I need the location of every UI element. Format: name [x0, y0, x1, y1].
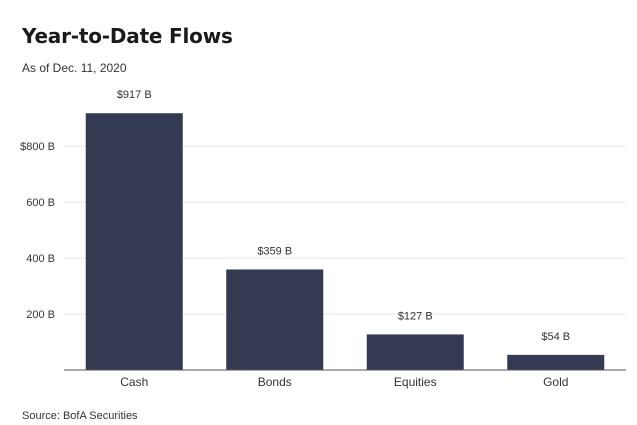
bar-gold — [507, 354, 605, 370]
x-tick-label-equities: Equities — [394, 375, 437, 389]
chart-subtitle: As of Dec. 11, 2020 — [22, 61, 127, 75]
data-label-equities: $127 B — [398, 310, 433, 322]
x-tick-label-bonds: Bonds — [258, 375, 292, 389]
bar-cash — [85, 113, 183, 371]
y-tick-label: 400 B — [26, 253, 55, 265]
x-tick-label-gold: Gold — [543, 375, 568, 389]
y-tick-label: 600 B — [26, 197, 55, 209]
source-note: Source: BofA Securities — [22, 410, 138, 422]
bar-bonds — [226, 269, 324, 370]
bars — [85, 113, 605, 371]
y-axis-tick-labels: 200 B 400 B 600 B $800 B — [20, 141, 55, 321]
y-tick-label: $800 B — [20, 141, 55, 153]
data-label-bonds: $359 B — [257, 245, 292, 257]
x-tick-label-cash: Cash — [120, 375, 148, 389]
x-axis-tick-labels: Cash Bonds Equities Gold — [120, 375, 568, 389]
data-label-cash: $917 B — [117, 89, 152, 101]
y-tick-label: 200 B — [26, 309, 55, 321]
data-labels: $917 B $359 B $127 B $54 B — [117, 89, 570, 343]
chart-title: Year-to-Date Flows — [22, 24, 233, 48]
bar-equities — [366, 334, 464, 370]
data-label-gold: $54 B — [541, 331, 570, 343]
